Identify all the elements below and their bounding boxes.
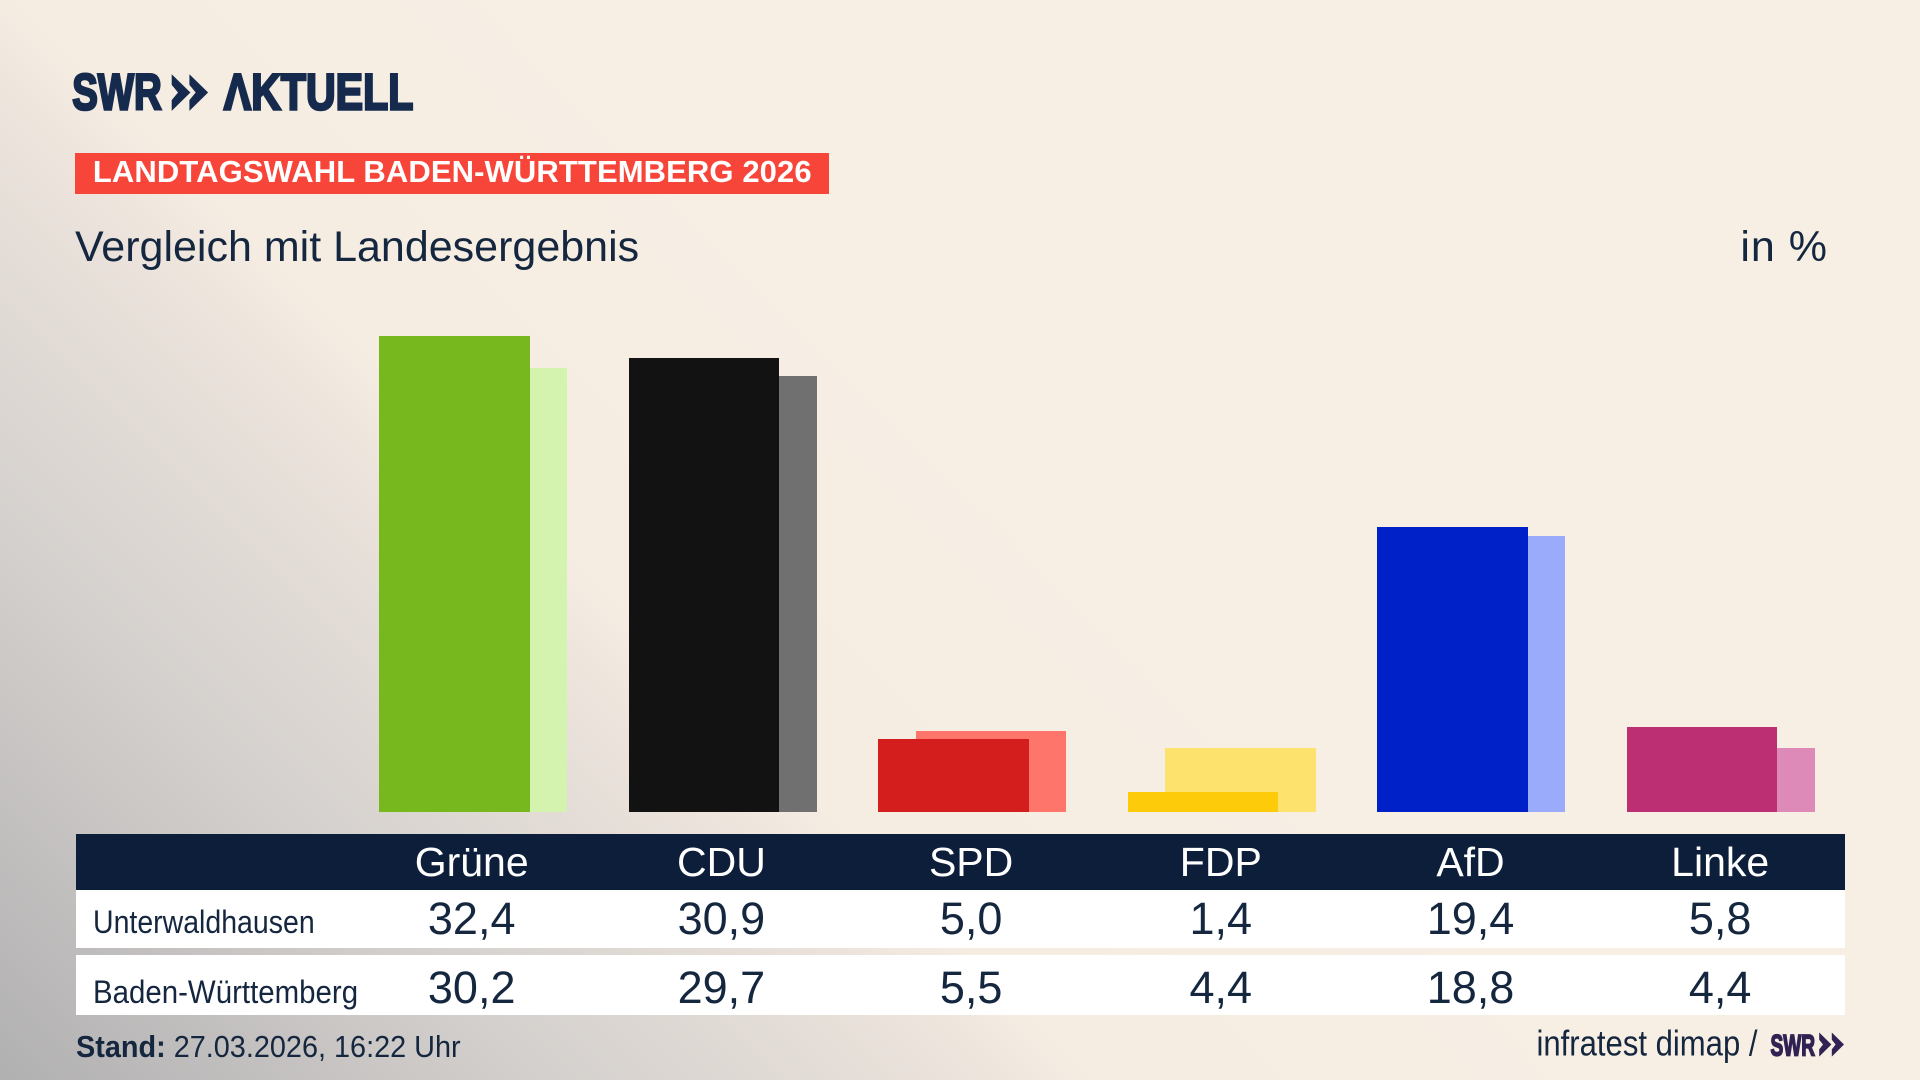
svg-text:SWR: SWR [1770, 1030, 1815, 1063]
svg-text:infratest dimap /: infratest dimap / [1538, 1026, 1758, 1064]
svg-text:ΛKTUELL: ΛKTUELL [223, 70, 412, 114]
svg-text:SWR: SWR [72, 70, 162, 114]
